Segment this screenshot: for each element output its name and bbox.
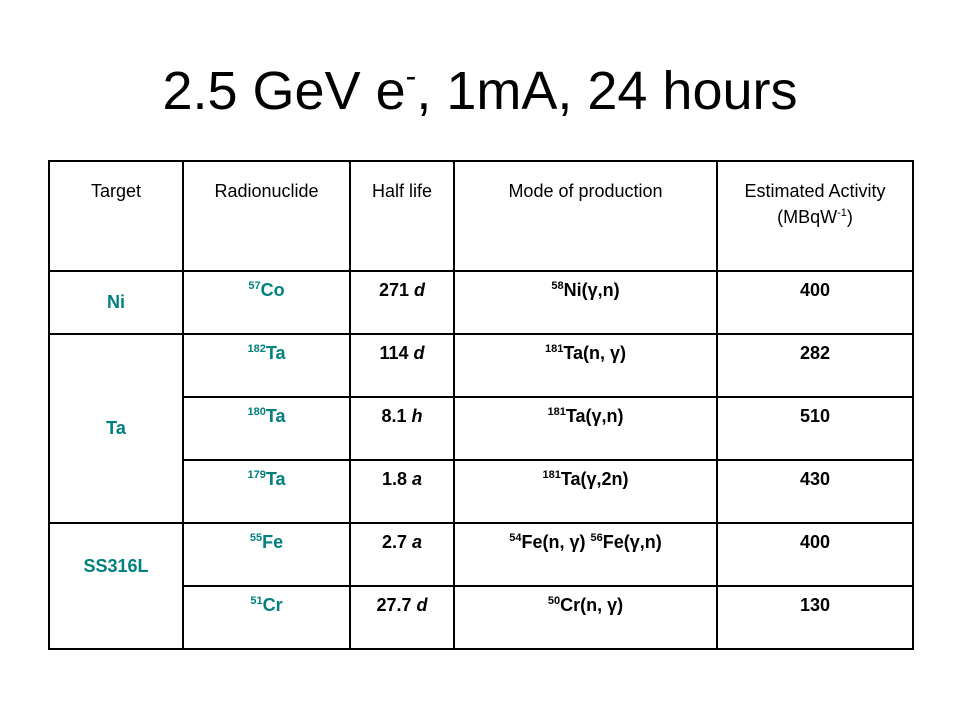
nuclide-symbol: Ta [265,406,286,426]
half-life-cell: 271 d [349,270,455,335]
activity-cell: 430 [716,459,914,524]
nuclide-mass: 55 [249,532,263,544]
half-life-cell: 2.7 a [349,522,455,587]
nuclide-symbol: Fe [262,532,284,552]
activity-cell: 400 [716,270,914,335]
half-life-unit: d [416,595,428,615]
nuclide-cell: 180Ta [182,396,351,461]
half-life-value: 27.7 [376,595,417,615]
mode-mass: 181 [542,469,561,481]
mode-mass: 181 [547,406,566,418]
mode-text-2: Fe(γ,n) [602,532,662,552]
half-life-cell: 1.8 a [349,459,455,524]
header-activity-line2-sup: -1 [837,207,847,219]
radionuclide-table: Target Radionuclide Half life Mode of pr… [48,160,914,650]
mode-cell: 181Ta(n, γ) [453,333,718,398]
mode-text: Ta(n, γ) [563,343,627,363]
target-cell: Ni [48,270,184,335]
mode-cell: 54Fe(n, γ) 56Fe(γ,n) [453,522,718,587]
header-activity: Estimated Activity (MBqW-1) [716,160,914,272]
nuclide-mass: 180 [247,406,266,418]
table-row: 180Ta 8.1 h 181Ta(γ,n) 510 [49,396,914,461]
nuclide-mass: 57 [248,280,261,292]
slide-title: 2.5 GeV e-, 1mA, 24 hours [0,56,960,126]
mode-cell: 58Ni(γ,n) [453,270,718,335]
title-superscript: - [405,58,417,94]
table-row: 51Cr 27.7 d 50Cr(n, γ) 130 [49,585,914,650]
header-row: Target Radionuclide Half life Mode of pr… [48,160,914,272]
mode-text: Ta(γ,2n) [560,469,629,489]
header-radionuclide: Radionuclide [182,160,351,272]
nuclide-mass: 51 [250,595,263,607]
nuclide-mass: 182 [247,343,266,355]
nuclide-symbol: Ta [265,469,286,489]
half-life-cell: 27.7 d [349,585,455,650]
activity-cell: 130 [716,585,914,650]
header-activity-line2-post: ) [846,207,853,227]
table-row: Ni 57Co 271 d 58Ni(γ,n) 400 [48,270,914,335]
activity-cell: 400 [716,522,914,587]
nuclide-symbol: Cr [262,595,283,615]
mode-cell: 181Ta(γ,n) [453,396,718,461]
half-life-value: 1.8 [381,469,412,489]
half-life-unit: a [412,469,423,489]
mode-mass: 58 [551,280,564,292]
mode-mass-2: 56 [590,532,603,544]
half-life-unit: h [411,406,423,426]
nuclide-mass: 179 [247,469,266,481]
half-life-cell: 8.1 h [349,396,455,461]
activity-cell: 282 [716,333,914,398]
nuclide-cell: 55Fe [182,522,351,587]
mode-mass: 54 [509,532,522,544]
nuclide-cell: 179Ta [182,459,351,524]
target-cell: Ta [48,333,184,524]
nuclide-cell: 57Co [182,270,351,335]
mode-text: Cr(n, γ) [560,595,624,615]
mode-mass: 50 [547,595,561,607]
title-suffix: , 1mA, 24 hours [416,61,798,121]
nuclide-cell: 182Ta [182,333,351,398]
half-life-value: 114 [379,343,414,363]
nuclide-symbol: Co [260,280,285,300]
header-activity-line1: Estimated Activity [744,181,886,201]
nuclide-cell: 51Cr [182,585,351,650]
header-target: Target [48,160,184,272]
mode-text: Ta(γ,n) [565,406,624,426]
header-half-life: Half life [349,160,455,272]
table-row: Ta 182Ta 114 d 181Ta(n, γ) 282 [48,333,914,524]
half-life-value: 271 [378,280,415,300]
mode-cell: 50Cr(n, γ) [453,585,718,650]
mode-text: Fe(n, γ) [521,532,591,552]
table-row: SS316L 55Fe 2.7 a 54Fe(n, γ) 56Fe(γ,n) 4… [48,522,914,650]
mode-mass: 181 [544,343,564,355]
mode-cell: 181Ta(γ,2n) [453,459,718,524]
half-life-value: 2.7 [381,532,412,552]
nuclide-symbol: Ta [265,343,286,363]
table-row: 179Ta 1.8 a 181Ta(γ,2n) 430 [49,459,914,524]
half-life-unit: d [413,343,425,363]
activity-cell: 510 [716,396,914,461]
half-life-value: 8.1 [381,406,412,426]
half-life-unit: d [414,280,426,300]
title-prefix: 2.5 GeV e [162,61,406,121]
header-activity-line2-pre: (MBqW [777,207,838,227]
half-life-cell: 114 d [349,333,455,398]
target-cell: SS316L [48,522,184,650]
half-life-unit: a [412,532,423,552]
mode-text: Ni(γ,n) [563,280,620,300]
header-mode: Mode of production [453,160,718,272]
